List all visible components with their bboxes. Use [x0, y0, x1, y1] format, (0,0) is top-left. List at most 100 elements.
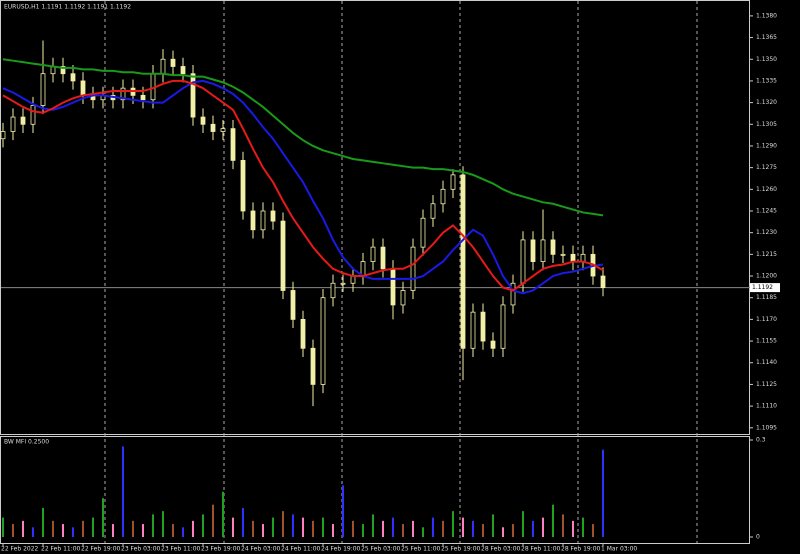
y-tick-label: 1.1305	[756, 121, 777, 128]
y-tick-label: 1.1290	[756, 142, 777, 149]
candle-body	[600, 275, 606, 288]
y-tick-label: 1.1335	[756, 77, 777, 84]
y-tick-label: 1.1185	[756, 294, 777, 301]
candle-body	[430, 203, 436, 219]
y-tick-label: 1.1170	[756, 316, 777, 323]
x-tick-label: 24 Feb 19:00	[321, 546, 361, 553]
x-tick-label: 25 Feb 19:00	[441, 546, 481, 553]
candle-body	[540, 239, 546, 262]
candle-body	[70, 73, 76, 82]
candle-body	[200, 116, 206, 125]
y-tick-label: 1.1140	[756, 359, 777, 366]
moving-average	[2, 79, 604, 292]
last-price-label: 1.1192	[752, 284, 773, 291]
y-tick-label: 1.1200	[756, 273, 777, 280]
candle-body	[390, 268, 396, 306]
candle-body	[370, 246, 376, 262]
candle-body	[310, 347, 316, 385]
candle-body	[300, 318, 306, 349]
candle-body	[570, 253, 576, 262]
candle-body	[380, 246, 386, 270]
candle-body	[460, 174, 466, 349]
moving-average	[2, 79, 604, 295]
candle-body	[10, 116, 16, 132]
indicator-pane	[0, 436, 750, 544]
x-tick-label: 28 Feb 03:00	[481, 546, 521, 553]
y-tick-label: 1.1365	[756, 34, 777, 41]
y-tick-label: 1.1320	[756, 99, 777, 106]
candle-body	[240, 160, 246, 212]
y-tick-label: 1.1095	[756, 424, 777, 431]
main-pane	[0, 0, 750, 435]
y-tick-label: 1.1245	[756, 207, 777, 214]
x-tick-label: 28 Feb 19:00	[561, 546, 601, 553]
candle-body	[420, 217, 426, 248]
indicator-title: BW MFI 0.2500	[4, 439, 49, 446]
candle-body	[410, 246, 416, 291]
last-price-box	[750, 283, 780, 293]
candle-body	[560, 253, 566, 256]
x-tick-label: 25 Feb 03:00	[361, 546, 401, 553]
x-tick-label: 24 Feb 03:00	[241, 546, 281, 553]
y-tick-label: 0.3	[756, 437, 766, 444]
candle-body	[140, 94, 146, 101]
candle-body	[0, 131, 6, 140]
y-tick-label: 1.1125	[756, 381, 777, 388]
candle-body	[160, 58, 166, 75]
candle-body	[490, 340, 496, 349]
x-tick-label: 22 Feb 19:00	[81, 546, 121, 553]
candle-body	[350, 275, 356, 284]
x-tick-label: 1 Mar 03:00	[601, 546, 637, 553]
candle-body	[550, 239, 556, 255]
y-tick-label: 1.1350	[756, 56, 777, 63]
candle-body	[230, 128, 236, 161]
candle-body	[530, 239, 536, 262]
candle-body	[40, 73, 46, 106]
candle-body	[500, 304, 506, 349]
x-tick-label: 28 Feb 11:00	[521, 546, 561, 553]
candle-body	[580, 253, 586, 262]
candle-body	[60, 66, 66, 75]
candle-body	[250, 210, 256, 231]
candle-body	[80, 80, 86, 96]
y-tick-label: 0	[756, 534, 760, 541]
x-tick-label: 22 Feb 2022	[1, 546, 39, 553]
candle-body	[520, 239, 526, 284]
y-tick-label: 1.1380	[756, 12, 777, 19]
candle-body	[260, 210, 266, 231]
y-tick-label: 1.1215	[756, 251, 777, 258]
day-separators	[104, 1, 698, 543]
y-tick-label: 1.1260	[756, 186, 777, 193]
y-tick-label: 1.1155	[756, 338, 777, 345]
y-tick-label: 1.1230	[756, 229, 777, 236]
candle-body	[290, 290, 296, 320]
candle-body	[270, 210, 276, 222]
y-tick-label: 1.1110	[756, 403, 777, 410]
candle-body	[480, 311, 486, 342]
moving-average	[2, 58, 604, 217]
candle-body	[400, 290, 406, 306]
x-tick-label: 25 Feb 11:00	[401, 546, 441, 553]
candle-body	[220, 128, 226, 132]
candle-body	[330, 282, 336, 299]
candle-body	[180, 66, 186, 75]
candle-body	[210, 123, 216, 132]
chart-title: EURUSD,H1 1.1191 1.1192 1.1191 1.1192	[4, 4, 131, 11]
candle-body	[30, 105, 36, 125]
x-tick-label: 22 Feb 11:00	[41, 546, 81, 553]
x-tick-label: 23 Feb 19:00	[201, 546, 241, 553]
candle-body	[340, 282, 346, 285]
y-tick-label: 1.1275	[756, 164, 777, 171]
candle-body	[20, 116, 26, 125]
candle-body	[190, 73, 196, 118]
candle-body	[280, 220, 286, 291]
x-tick-label: 24 Feb 11:00	[281, 546, 321, 553]
x-tick-label: 23 Feb 11:00	[161, 546, 201, 553]
candle-body	[170, 58, 176, 67]
candle-body	[510, 282, 516, 306]
candle-body	[450, 174, 456, 190]
candle-body	[120, 87, 126, 101]
candle-body	[320, 297, 326, 385]
candle-body	[470, 311, 476, 349]
